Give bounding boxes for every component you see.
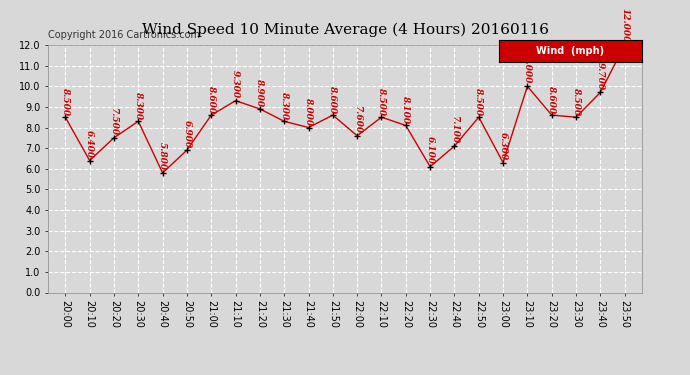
Title: Wind Speed 10 Minute Average (4 Hours) 20160116: Wind Speed 10 Minute Average (4 Hours) 2… bbox=[141, 23, 549, 38]
Text: 6.300: 6.300 bbox=[499, 132, 508, 160]
Text: 8.500: 8.500 bbox=[474, 87, 483, 115]
Text: 7.600: 7.600 bbox=[353, 105, 362, 133]
Text: 12.000: 12.000 bbox=[620, 8, 629, 42]
Text: Copyright 2016 Cartronics.com: Copyright 2016 Cartronics.com bbox=[48, 30, 200, 40]
Text: 8.500: 8.500 bbox=[571, 87, 580, 115]
Text: 6.400: 6.400 bbox=[85, 130, 94, 158]
Text: 8.100: 8.100 bbox=[402, 95, 411, 123]
Text: 6.100: 6.100 bbox=[426, 136, 435, 164]
Text: 8.600: 8.600 bbox=[207, 84, 216, 112]
Text: 8.500: 8.500 bbox=[377, 87, 386, 115]
Text: 8.300: 8.300 bbox=[279, 91, 288, 119]
Text: 7.500: 7.500 bbox=[110, 107, 119, 135]
Text: 10.000: 10.000 bbox=[523, 50, 532, 84]
Text: 6.900: 6.900 bbox=[182, 120, 191, 148]
Text: 8.300: 8.300 bbox=[134, 91, 143, 119]
Text: 5.800: 5.800 bbox=[158, 142, 167, 170]
Text: 9.300: 9.300 bbox=[231, 70, 240, 98]
Text: 7.100: 7.100 bbox=[450, 116, 459, 144]
Text: 8.000: 8.000 bbox=[304, 97, 313, 125]
Text: 8.600: 8.600 bbox=[547, 84, 556, 112]
Text: 8.900: 8.900 bbox=[255, 78, 264, 106]
Text: 8.500: 8.500 bbox=[61, 87, 70, 115]
Text: 9.700: 9.700 bbox=[596, 62, 605, 90]
Text: 8.600: 8.600 bbox=[328, 84, 337, 112]
